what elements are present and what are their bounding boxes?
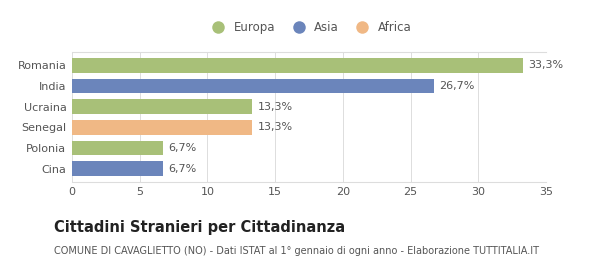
Bar	[72, 79, 434, 93]
Bar	[72, 141, 163, 155]
Bar	[72, 120, 252, 135]
Text: 33,3%: 33,3%	[529, 60, 563, 70]
Text: Cittadini Stranieri per Cittadinanza: Cittadini Stranieri per Cittadinanza	[54, 220, 345, 235]
Bar	[72, 58, 523, 73]
Text: 13,3%: 13,3%	[257, 102, 293, 112]
Legend: Europa, Asia, Africa: Europa, Asia, Africa	[202, 16, 416, 39]
Text: 6,7%: 6,7%	[168, 143, 196, 153]
Text: 26,7%: 26,7%	[439, 81, 475, 91]
Bar	[72, 161, 163, 176]
Text: 6,7%: 6,7%	[168, 164, 196, 174]
Bar	[72, 99, 252, 114]
Text: 13,3%: 13,3%	[257, 122, 293, 132]
Text: COMUNE DI CAVAGLIETTO (NO) - Dati ISTAT al 1° gennaio di ogni anno - Elaborazion: COMUNE DI CAVAGLIETTO (NO) - Dati ISTAT …	[54, 246, 539, 256]
